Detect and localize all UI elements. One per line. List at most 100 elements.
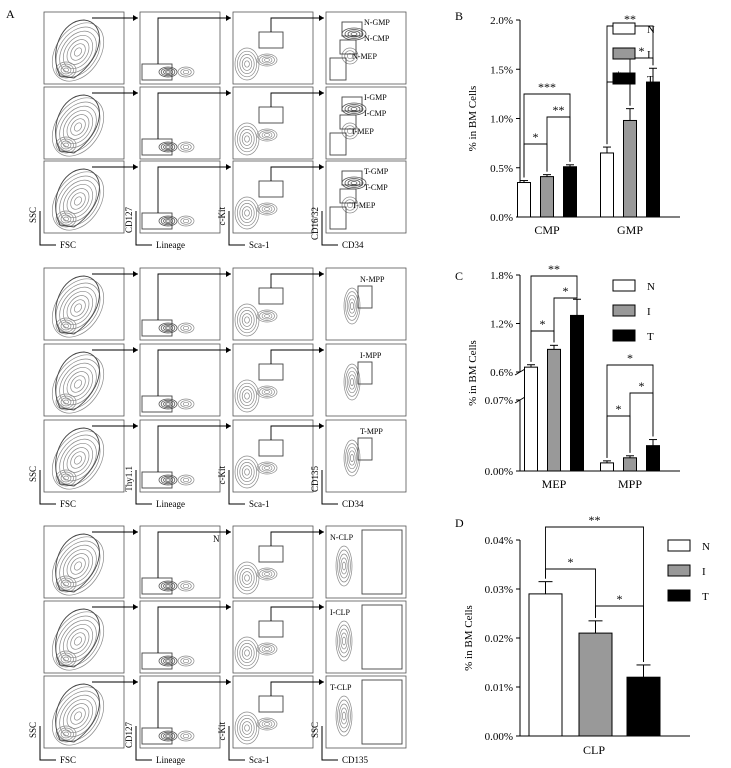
y-tick-label: 1.2% [490,319,513,331]
gmp-gate [341,170,363,186]
gate-arrow [157,606,231,653]
arrowhead [226,604,231,610]
contour-line [241,132,253,146]
contour-line [59,619,97,663]
contour-line [63,731,69,737]
y-tick-label: 1.0% [490,114,513,126]
bar [626,676,661,737]
contour-line [239,462,255,482]
contour-line [182,477,190,483]
flow-ylabel: SSC [28,466,38,482]
arrowhead [226,271,231,277]
flow-plot [139,419,221,493]
gate-label: T-MPP [360,427,383,436]
contour-line [177,655,195,667]
contour-line [241,206,253,220]
contour-line [344,178,364,188]
contour-line [239,568,255,588]
contour-line [180,582,192,590]
flow-plot [325,419,407,493]
bar [600,462,614,472]
fsc-gate [55,533,100,593]
axis-corner [135,211,152,246]
contour-line [51,430,105,490]
contour-line [259,387,275,397]
y-tick-label: 0.0% [490,212,513,224]
contour-line [244,60,250,68]
flow-plot [325,11,407,85]
contour-line [73,47,83,57]
contour-line [55,690,101,742]
contour-line [344,199,356,211]
contour-line [59,286,97,330]
contour-line [239,310,255,330]
contour-line [73,711,83,721]
flow-block-mpp: N-MPP I-MPP T-MPP FSC SSC Lineage Thy1.1 Sca-1 c… [28,267,407,509]
arrowhead [319,271,324,277]
flow-xlabel: Sca-1 [249,240,270,250]
legend-swatch [612,22,636,35]
contour-line [237,125,257,153]
flow-block-progenitor: N-GMP N-CMP N-MEP I-GMP I-CMP I-MEP T-GMP T-CMP… [28,11,407,250]
contour-line [70,632,86,650]
contour-line [244,468,250,476]
contour-line [239,643,255,663]
contour-line [259,55,275,65]
legend-label: T [647,331,654,343]
flow-xlabel: FSC [60,240,76,250]
contour-line [244,392,250,400]
y-tick-label: 1.8% [490,270,513,282]
flow-plot [139,525,221,599]
flow-plot [325,675,407,749]
gate-label: T-CLP [330,683,352,692]
x-tick-label: MEP [542,477,567,491]
flow-xlabel: CD34 [342,499,364,509]
contour-line [158,66,178,78]
contour-line [51,611,105,671]
chart-b: 0.0%0.5%1.0%1.5%2.0%% in BM CellsCMP****… [467,12,680,237]
cmp-gate [339,188,357,204]
contour-line [73,303,83,313]
legend-swatch [667,539,691,552]
gate-arrow [157,166,231,213]
significance-label: *** [538,80,556,94]
axis-corner [135,470,152,505]
contour-line [340,557,348,575]
contour-line [51,536,105,596]
gate-label: N-CLP [330,533,354,542]
contour-line [70,118,86,136]
contour-line [160,323,176,333]
contour-line [337,624,351,658]
contour-line [66,553,90,579]
lineage-gate [141,652,173,670]
bar [623,457,637,472]
contour-line [165,402,171,406]
fsc-gate [55,351,100,411]
contour-line [346,52,354,60]
contour-line [264,466,270,470]
gate-label-gmp: T-GMP [364,167,389,176]
gate-label: I-CLP [330,608,351,617]
contour-line [341,122,359,140]
significance-label: ** [589,513,601,527]
cmp-gate [339,114,357,130]
contour-line [237,382,257,410]
contour-line [160,67,176,77]
contour-line [55,282,101,334]
contour-line [337,699,351,733]
contour-line [73,379,83,389]
bar [623,119,637,218]
legend-label: N [702,541,710,553]
gate-arrow [270,531,324,546]
contour-line [66,295,90,321]
contour-line [340,707,348,725]
y-axis-label: % in BM Cells [463,605,475,671]
legend-label: T [647,74,654,86]
contour-line [264,647,270,651]
contour-line [182,144,190,150]
flow-xlabel: Lineage [156,240,185,250]
contour-line [241,721,253,735]
bar [570,314,584,472]
contour-line [63,142,69,148]
row-extra-label: N [213,534,220,544]
